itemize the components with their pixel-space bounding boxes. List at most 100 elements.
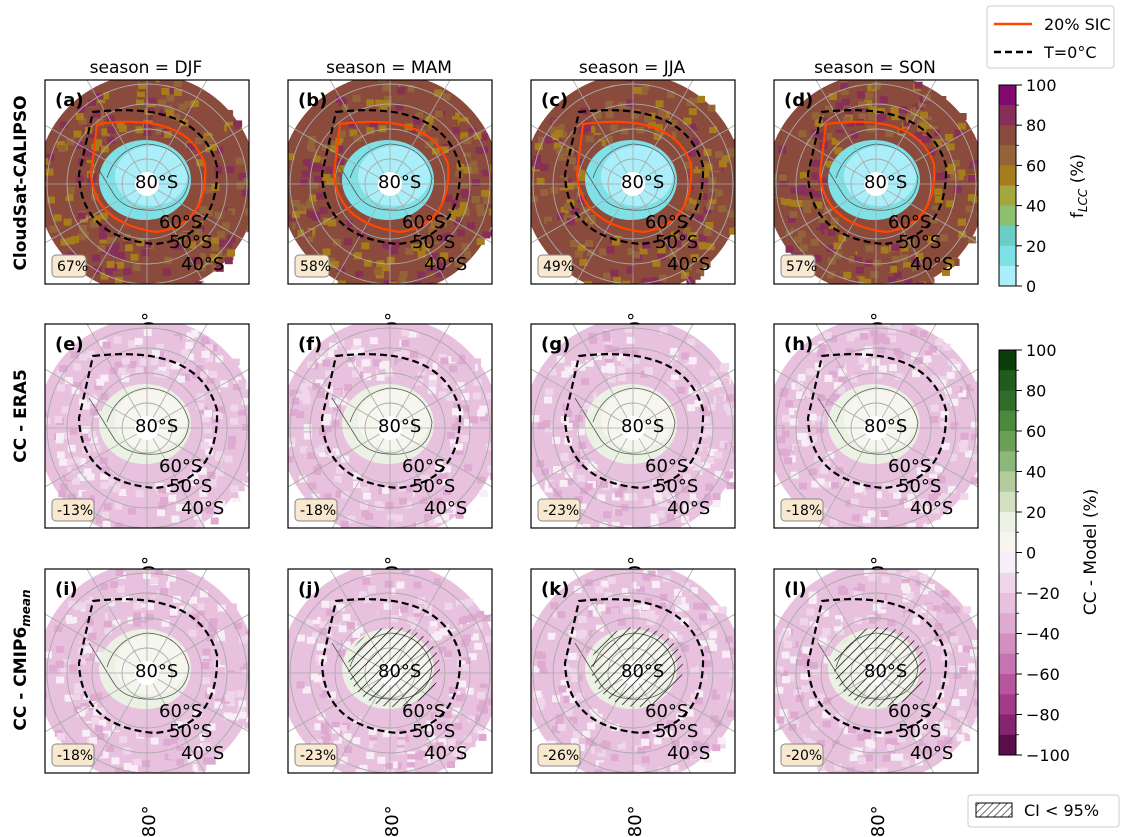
colorbar-swatch [999,205,1016,227]
colorbar-swatch [999,85,1016,106]
panel-letter: (d) [784,90,813,111]
colorbar-swatch [999,145,1016,166]
temp-contour [806,598,948,735]
panel-letter: (e) [55,334,84,355]
lat-label: 60°S [402,701,445,722]
colorbar-tick-label: 80 [1026,382,1046,401]
lon-label: 180° [382,805,403,837]
colorbar-swatch [999,390,1016,412]
panel-letter: (f) [298,334,322,355]
mean-value: -26% [543,748,579,764]
lat-label: 50°S [169,232,212,253]
lat-label: 80°S [135,661,178,682]
colorbar-swatch [999,633,1016,655]
ci-legend: CI < 95% [967,794,1120,828]
colorbar-swatch [999,593,1016,614]
sic-contour [818,120,936,234]
lat-label: 50°S [655,476,698,497]
colorbar-swatch [999,370,1016,391]
coastline [574,387,676,455]
column-title-jja: season = JJA [579,58,686,78]
colorbar-diff-label: CC - Model (%) [1081,489,1101,616]
map-panel: (l) 80°S 60°S50°S40°S -20% 180° [773,568,979,837]
lat-label: 40°S [424,254,467,275]
colorbar-tick-label: 40 [1026,197,1046,216]
lon-label: 180° [139,805,160,837]
colorbar-swatch [999,410,1016,432]
row-title-cloudsat: CloudSat-CALIPSO [11,95,31,270]
colorbar-swatch [999,245,1016,267]
map-panel: (e)80°S60°S50°S40°S-13%80° [44,323,250,588]
colorbar-lcc: fLCC (%) 0 20 40 60 80 100 [998,76,1090,296]
temp-contour [77,353,219,490]
mean-value: -18% [300,503,336,519]
lat-label: 50°S [169,476,212,497]
lon-label: 180° [868,805,889,837]
lat-label: 40°S [181,254,224,275]
panel-letter: (h) [784,334,813,355]
colorbar-lcc-label: fLCC (%) [1068,154,1090,218]
coastline [817,143,919,211]
mean-value: -20% [786,748,822,764]
map-panel: (h)80°S60°S50°S40°S-18%80° [773,323,979,588]
panel-frame [44,79,250,285]
mean-badge [780,254,816,278]
sic-contour [332,120,450,234]
sic-legend-label: 20% SIC [1044,15,1111,34]
lat-label: 60°S [159,212,202,233]
lat-label: 50°S [169,721,212,742]
mean-badge [294,254,330,278]
lat-label: 50°S [412,476,455,497]
column-title-djf: season = DJF [90,58,203,78]
colorbar-tick-label: 60 [1026,156,1046,175]
panel-letter: (a) [55,90,84,111]
panel-letter: (i) [55,579,78,600]
map-panel: (k) 80°S 60°S50°S40°S -26% 180° [530,568,736,837]
mean-value: 67% [57,259,88,275]
coastline [88,387,190,455]
map-panel: (j) 80°S 60°S50°S40°S -23% 180° [287,568,493,837]
map-panel: (b)80°S60°S50°S40°S58%80° [287,79,493,344]
mean-badge [780,743,824,767]
mean-value: -23% [543,503,579,519]
colorbar-swatch [999,125,1016,146]
lat-label: 80°S [621,661,664,682]
panel-letter: (c) [541,90,568,111]
temp-legend-label: T=0°C [1043,43,1097,62]
column-title-mam: season = MAM [326,58,452,78]
colorbar-tick-label: −100 [1026,746,1070,765]
lat-label: 80°S [378,661,421,682]
map-panel: (a)80°S60°S50°S40°S67%80° [44,79,250,344]
temp-contour [806,353,948,490]
lat-label: 40°S [910,254,953,275]
lat-label: 50°S [898,721,941,742]
colorbar-tick-label: 20 [1026,237,1046,256]
mean-badge [537,254,573,278]
map-panel: (i) 80°S 60°S50°S40°S -18% 180° [44,568,250,837]
temp-contour [320,109,462,246]
row-title-cmip6: CC - CMIP6mean [11,589,33,730]
coastline [88,632,190,700]
colorbar-swatch [999,471,1016,493]
coastline [88,143,190,211]
colorbar-tick-label: 0 [1026,277,1036,296]
temp-contour [806,109,948,246]
lat-label: 60°S [888,701,931,722]
mean-value: 49% [543,259,574,275]
map-panel: (c)80°S60°S50°S40°S49%80° [530,79,736,344]
panel-frame [530,323,736,529]
coastline [331,143,433,211]
lat-label: 50°S [898,476,941,497]
panel-letter: (l) [784,579,807,600]
lat-label: 80°S [378,416,421,437]
lat-label: 40°S [667,743,710,764]
ci-legend-label: CI < 95% [1024,801,1099,820]
panel-frame [287,323,493,529]
lat-label: 50°S [655,721,698,742]
colorbar-tick-label: 80 [1026,116,1046,135]
lat-label: 80°S [621,172,664,193]
lat-label: 40°S [667,498,710,519]
mean-badge [294,743,338,767]
colorbar-tick-label: 20 [1026,503,1046,522]
column-title-son: season = SON [814,58,936,78]
